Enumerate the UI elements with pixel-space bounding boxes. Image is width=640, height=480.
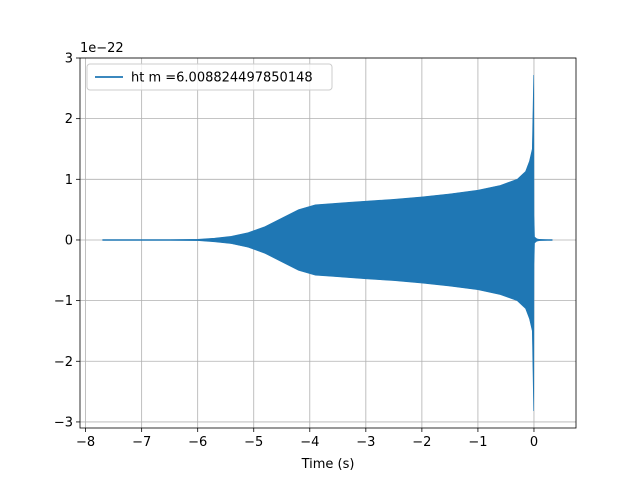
y-tick-label: 1 xyxy=(65,173,73,188)
x-tick-label: −3 xyxy=(356,435,375,450)
y-axis: −3 −2 −1 0 1 2 3 xyxy=(54,52,80,430)
x-tick-label: −5 xyxy=(244,435,263,450)
x-tick-label: −4 xyxy=(300,435,319,450)
x-tick-label: −6 xyxy=(188,435,207,450)
x-tick-label: −8 xyxy=(76,435,95,450)
y-tick-label: −2 xyxy=(54,355,73,370)
axes-frame xyxy=(79,57,577,429)
legend-label: ht m =6.008824497850148 xyxy=(131,71,313,86)
x-tick-label: −2 xyxy=(412,435,431,450)
y-tick-label: 2 xyxy=(65,112,73,127)
x-tick-label: 0 xyxy=(530,435,538,450)
x-axis-label: Time (s) xyxy=(301,457,355,472)
x-tick-label: −1 xyxy=(468,435,487,450)
legend-box xyxy=(86,63,333,91)
y-offset-label: 1e−22 xyxy=(80,41,124,56)
y-tick-label: 3 xyxy=(65,52,73,67)
y-tick-label: −3 xyxy=(54,415,73,430)
legend: ht m =6.008824497850148 xyxy=(86,63,333,91)
x-tick-label: −7 xyxy=(132,435,151,450)
y-tick-label: −1 xyxy=(54,294,73,309)
y-tick-label: 0 xyxy=(65,233,73,248)
x-axis: −8 −7 −6 −5 −4 −3 −2 −1 0 xyxy=(76,428,538,450)
plot-area xyxy=(102,74,553,412)
